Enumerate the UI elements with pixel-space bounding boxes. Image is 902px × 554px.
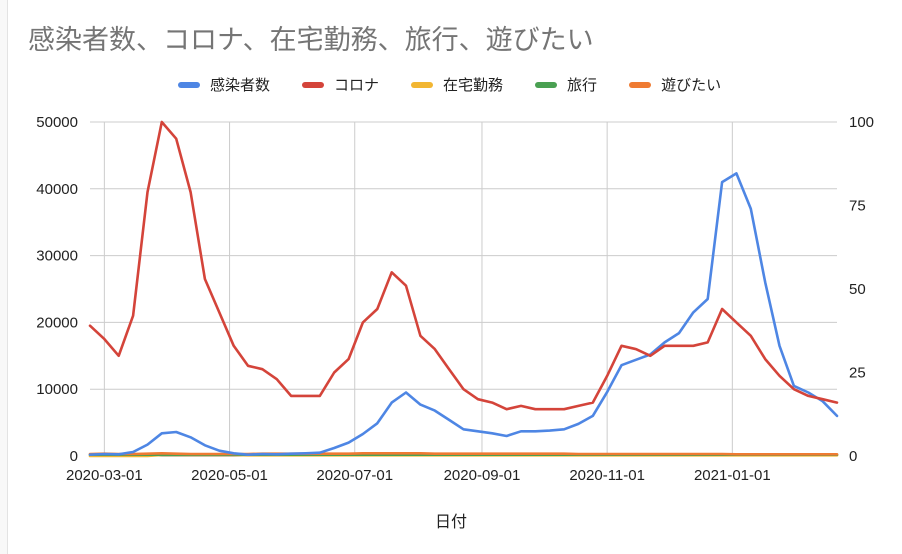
x-tick-label: 2020-07-01 [316,467,393,484]
legend-item: 旅行 [535,74,597,95]
legend-item: 遊びたい [629,74,721,95]
series-line-2 [88,120,839,411]
x-tick-label: 2020-09-01 [444,467,521,484]
y-right-tick-label: 50 [849,281,866,298]
y-left-tick-label: 20000 [36,314,78,331]
y-left-tick-label: 30000 [36,248,78,265]
legend-swatch [411,81,434,88]
legend-item: 在宅勤務 [411,74,503,95]
series-line-1 [88,172,839,457]
legend-swatch [629,81,652,88]
y-left-tick-label: 40000 [36,181,78,198]
legend-swatch [302,81,325,88]
legend-label: 感染者数 [210,76,271,94]
y-right-tick-label: 0 [849,448,857,465]
legend-swatch [535,81,558,88]
legend-item: 感染者数 [178,74,270,95]
legend-item: コロナ [302,74,379,95]
legend-label: 在宅勤務 [443,76,504,94]
y-left-tick-label: 50000 [36,114,78,131]
x-axis-label: 日付 [434,512,467,531]
x-tick-label: 2020-05-01 [191,467,268,484]
window-edge [0,0,8,554]
legend-label: 旅行 [567,76,598,94]
series-line-5 [88,451,839,456]
chart-title: 感染者数、コロナ、在宅勤務、旅行、遊びたい [28,25,594,56]
legend-swatch [178,81,200,88]
legend-label: コロナ [334,76,380,94]
y-right-tick-label: 75 [849,198,866,215]
y-left-tick-label: 0 [70,448,78,465]
y-right-tick-label: 25 [849,365,866,382]
legend-label: 遊びたい [661,76,722,94]
x-tick-label: 2020-11-01 [569,467,645,484]
chart-legend: 感染者数 コロナ 在宅勤務 旅行 遊びたい [178,74,721,95]
y-left-tick-label: 10000 [36,381,78,398]
x-tick-label: 2020-03-01 [66,467,143,484]
x-tick-label: 2021-01-01 [694,467,771,484]
y-right-tick-label: 100 [849,114,874,131]
